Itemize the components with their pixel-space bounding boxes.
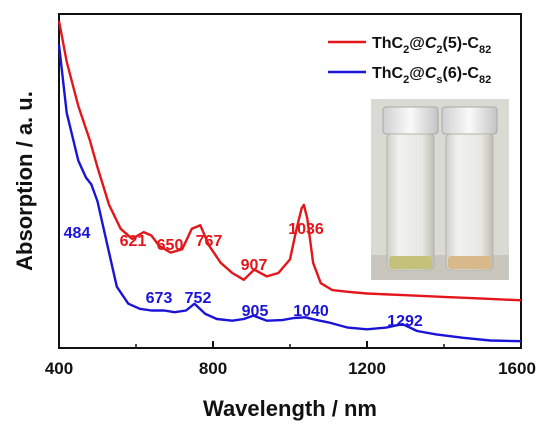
- x-tick-label-1200: 1200: [348, 359, 386, 378]
- x-axis-title: Wavelength / nm: [203, 396, 377, 421]
- series-line-thc2-c2-5-c82: [57, 20, 522, 302]
- peak-label-621: 621: [120, 233, 147, 250]
- peak-label-673: 673: [146, 290, 173, 307]
- peak-label-1292: 1292: [387, 313, 423, 330]
- peak-label-907: 907: [241, 257, 268, 274]
- peak-label-767: 767: [196, 233, 223, 250]
- right-vial: [441, 106, 498, 271]
- vials-photo-inset: [371, 99, 509, 280]
- peak-label-1036: 1036: [288, 221, 324, 238]
- series-line-thc2-cs-6-c82: [57, 44, 522, 343]
- left-vial: [382, 106, 439, 271]
- peak-label-484: 484: [64, 225, 91, 242]
- legend: ThC2@C2(5)-C82 ThC2@Cs(6)-C82: [328, 35, 491, 86]
- peak-label-650: 650: [157, 237, 184, 254]
- peak-label-905: 905: [242, 303, 269, 320]
- x-axis-ticks: [58, 341, 522, 348]
- legend-label-thc2-cs-6-c82: ThC2@Cs(6)-C82: [372, 65, 491, 86]
- peak-label-1040: 1040: [293, 303, 329, 320]
- legend-label-thc2-c2-5-c82: ThC2@C2(5)-C82: [372, 35, 491, 56]
- x-tick-label-1600: 1600: [498, 359, 536, 378]
- x-tick-label-800: 800: [199, 359, 227, 378]
- y-axis-title: Absorption / a. u.: [12, 91, 37, 271]
- peak-label-752: 752: [185, 290, 212, 307]
- x-tick-label-400: 400: [45, 359, 73, 378]
